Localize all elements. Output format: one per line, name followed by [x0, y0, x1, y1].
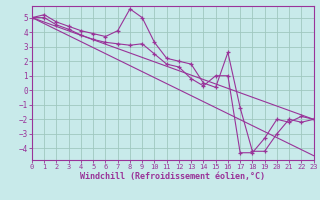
X-axis label: Windchill (Refroidissement éolien,°C): Windchill (Refroidissement éolien,°C): [80, 172, 265, 181]
